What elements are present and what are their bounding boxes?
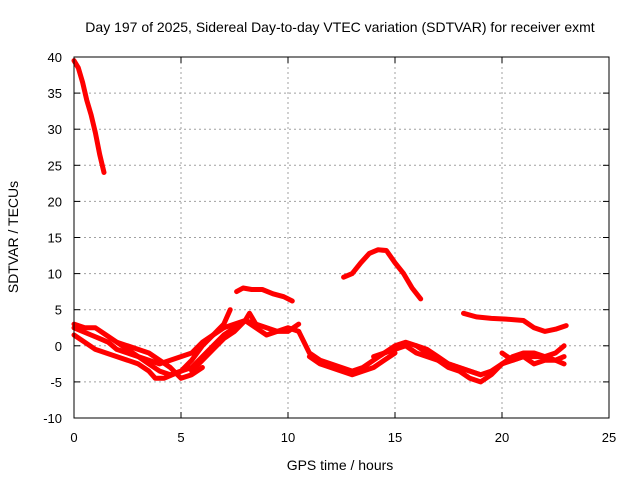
x-tick-label: 10 (281, 430, 295, 445)
series-arc-2 (71, 318, 302, 367)
axis-ticks: 0 5 10 15 20 25 -10 -5 0 5 10 15 20 25 30 35 40 (43, 50, 616, 445)
y-tick-label: 15 (48, 231, 62, 246)
x-axis-title: GPS time / hours (287, 457, 394, 473)
series-arc-5 (114, 339, 205, 381)
series-arc-4 (71, 318, 302, 378)
y-tick-label: 25 (48, 158, 62, 173)
x-tick-label: 0 (70, 430, 77, 445)
y-tick-label: 40 (48, 50, 62, 65)
series-group (71, 58, 569, 385)
series-arc-12 (413, 343, 567, 385)
x-tick-label: 25 (602, 430, 616, 445)
series-arc-11 (371, 343, 567, 378)
y-tick-label: 35 (48, 86, 62, 101)
x-tick-label: 15 (388, 430, 402, 445)
grid (74, 57, 609, 418)
y-tick-label: 0 (55, 339, 62, 354)
series-arc-13 (461, 310, 569, 334)
series-arc-9 (306, 350, 398, 378)
series-arc-7 (234, 285, 295, 304)
series-arc-1 (71, 58, 107, 175)
y-axis-title: SDTVAR / TECUs (5, 181, 21, 293)
y-tick-label: -5 (50, 375, 62, 390)
series-arc-10 (341, 247, 424, 302)
series-arc-6 (189, 310, 259, 374)
series-arc-14 (499, 350, 567, 367)
series-arc-3 (71, 307, 233, 381)
chart-title: Day 197 of 2025, Sidereal Day-to-day VTE… (85, 19, 594, 35)
y-tick-label: 20 (48, 194, 62, 209)
y-tick-label: 5 (55, 303, 62, 318)
y-tick-label: 10 (48, 267, 62, 282)
y-tick-label: -10 (43, 411, 62, 426)
x-tick-label: 20 (495, 430, 509, 445)
y-tick-label: 30 (48, 122, 62, 137)
x-tick-label: 5 (177, 430, 184, 445)
